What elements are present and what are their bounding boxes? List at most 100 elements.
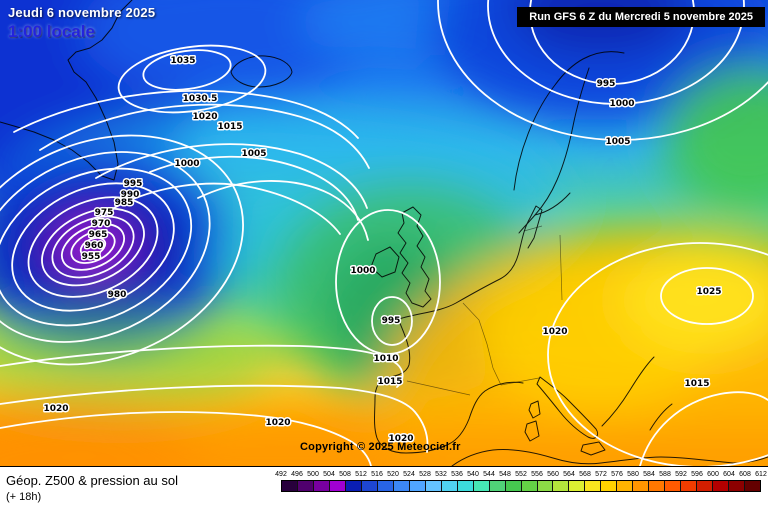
isobar-980 <box>27 196 159 298</box>
scale-value: 548 <box>499 471 511 478</box>
isobar-label: 965 <box>89 230 108 240</box>
isobar-label: 990 <box>121 190 140 200</box>
isobar-label: 1020 <box>388 434 413 444</box>
model-run-info: Run GFS 6 Z du Mercredi 5 novembre 2025 <box>517 7 765 27</box>
border-france-east <box>462 302 502 386</box>
scale-value: 588 <box>659 471 671 478</box>
coast-baltic-gulf <box>534 192 571 216</box>
scale-value: 552 <box>515 471 527 478</box>
isobar-1020-nw <box>39 103 370 169</box>
scale-cell <box>552 481 569 491</box>
scale-value: 600 <box>707 471 719 478</box>
isobar-label: 1015 <box>684 379 709 389</box>
isobar-label: 1010 <box>373 354 398 364</box>
scale-value: 500 <box>307 471 319 478</box>
field-blob-ne-green <box>663 65 768 215</box>
isobar-965 <box>61 223 125 271</box>
scale-value: 560 <box>547 471 559 478</box>
coast-greece <box>649 403 673 431</box>
scale-cell <box>648 481 665 491</box>
isobar-970 <box>51 215 135 279</box>
isobar-990 <box>0 167 193 327</box>
scale-value: 516 <box>371 471 383 478</box>
coast-denmark <box>527 205 543 249</box>
scale-cell <box>312 481 329 491</box>
forecast-hour: (+ 18h) <box>6 491 42 503</box>
coast-channel-northsea <box>398 217 531 320</box>
scale-value: 604 <box>723 471 735 478</box>
isobar-1030 <box>117 44 267 114</box>
isobar-1020-east <box>547 242 768 466</box>
scale-cell <box>632 481 649 491</box>
isobar-995-trough <box>371 296 413 346</box>
scale-value: 568 <box>579 471 591 478</box>
scale-value: 504 <box>323 471 335 478</box>
color-scale: 492 496 500 504 508 512 516 520 524 528 532 536 540 5… <box>275 470 767 492</box>
coast-ireland <box>370 246 400 278</box>
isobar-1000-trough <box>335 209 441 355</box>
border-alps <box>500 377 540 386</box>
isobar-label: 1000 <box>350 266 375 276</box>
field-blob-bl-orange <box>0 410 200 466</box>
isobar-label: 1015 <box>217 122 242 132</box>
coast-norway <box>513 51 625 191</box>
scale-cell <box>296 481 313 491</box>
scale-value: 536 <box>451 471 463 478</box>
scale-value: 564 <box>563 471 575 478</box>
border-pyrenees <box>406 380 471 396</box>
scale-cell <box>424 481 441 491</box>
scale-cell <box>392 481 409 491</box>
scale-cell <box>616 481 633 491</box>
isobar-label: 1025 <box>696 287 721 297</box>
scale-cell <box>728 481 745 491</box>
coast-baltic-west <box>518 67 590 234</box>
isobar-label: 1000 <box>174 159 199 169</box>
isobar-label: 1020 <box>542 327 567 337</box>
scale-value: 528 <box>419 471 431 478</box>
scale-cell <box>680 481 697 491</box>
scale-cell <box>744 481 761 491</box>
isobar-1015-south <box>0 384 429 453</box>
scale-value: 576 <box>611 471 623 478</box>
coast-adriatic <box>601 356 655 427</box>
weather-map: 10351030.5102010151005100099599098597597… <box>0 0 768 466</box>
scale-cell <box>360 481 377 491</box>
isobar-985 <box>11 182 175 312</box>
scale-cell <box>456 481 473 491</box>
scale-value: 544 <box>483 471 495 478</box>
scale-value: 512 <box>355 471 367 478</box>
isobar-label: 1005 <box>241 149 266 159</box>
coast-sicily <box>580 441 606 456</box>
coast-corsica <box>528 400 541 419</box>
scale-value: 496 <box>291 471 303 478</box>
scale-cell <box>344 481 361 491</box>
isobar-1010-nw <box>149 155 359 221</box>
field-blob-sw-green <box>0 310 280 410</box>
scale-value: 572 <box>595 471 607 478</box>
scale-cell <box>328 481 345 491</box>
isobar-label: 970 <box>92 219 111 229</box>
coast-great-britain <box>397 206 432 308</box>
isobar-1035 <box>142 49 232 91</box>
scale-value: 612 <box>755 471 767 478</box>
border-denmark-base <box>523 225 543 232</box>
isobar-1020-south <box>0 411 372 466</box>
scale-value: 532 <box>435 471 447 478</box>
geopotential-field <box>0 0 768 466</box>
scale-cell <box>520 481 537 491</box>
scale-cell <box>408 481 425 491</box>
isobar-1025-east <box>660 267 754 325</box>
isobar-955 <box>79 237 107 257</box>
forecast-local-time: 1:00 locale <box>8 22 95 41</box>
forecast-date: Jeudi 6 novembre 2025 <box>8 5 156 20</box>
isobar-label: 1020 <box>192 112 217 122</box>
scale-value: 592 <box>675 471 687 478</box>
isobar-1025-nw <box>13 89 359 139</box>
isobar-label: 1035 <box>170 56 195 66</box>
isobar-label: 1030.5 <box>183 94 218 104</box>
isobar-1015-east <box>639 391 768 466</box>
isobar-label: 1020 <box>43 404 68 414</box>
scale-value: 524 <box>403 471 415 478</box>
scale-value: 580 <box>627 471 639 478</box>
